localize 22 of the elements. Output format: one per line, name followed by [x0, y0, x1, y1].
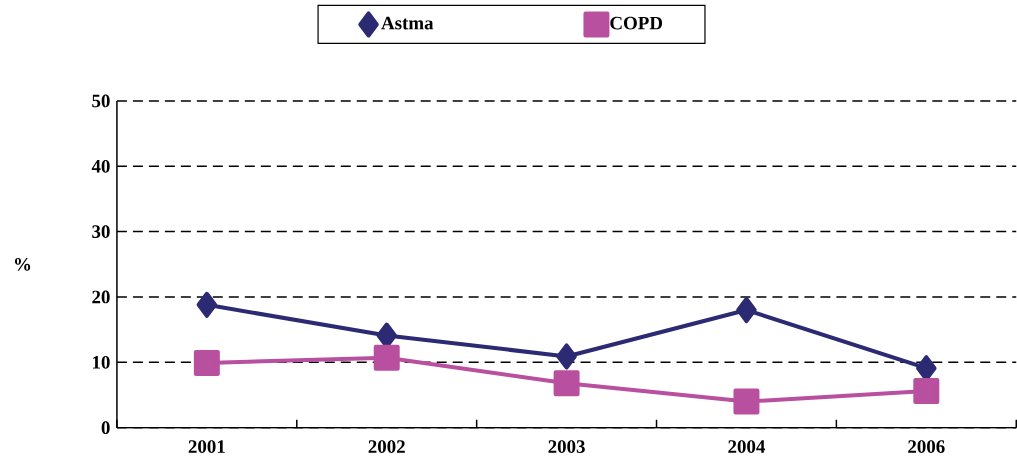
point	[913, 378, 940, 405]
y-tick-label: 30	[92, 225, 110, 239]
point	[733, 388, 760, 415]
legend-label: Astma	[381, 16, 434, 30]
point	[196, 292, 218, 318]
point	[556, 343, 577, 370]
y-tick-label: 40	[91, 160, 110, 173]
point	[736, 297, 757, 324]
point	[193, 350, 220, 377]
x-tick-label: 2002	[368, 440, 405, 454]
y-tick-label: 10	[93, 356, 110, 369]
x-tick-label: 2006	[908, 440, 945, 454]
y-axis-title: %	[14, 258, 31, 271]
point	[553, 370, 580, 397]
x-tick-label: 2001	[188, 440, 225, 454]
point	[373, 344, 400, 371]
y-tick-label: 0	[101, 421, 110, 435]
legend-label: COPD	[610, 16, 663, 30]
y-tick-label: 50	[92, 94, 110, 108]
y-tick-label: 20	[92, 290, 110, 304]
x-tick-label: 2004	[728, 440, 766, 454]
x-tick-label: 2003	[548, 440, 585, 454]
